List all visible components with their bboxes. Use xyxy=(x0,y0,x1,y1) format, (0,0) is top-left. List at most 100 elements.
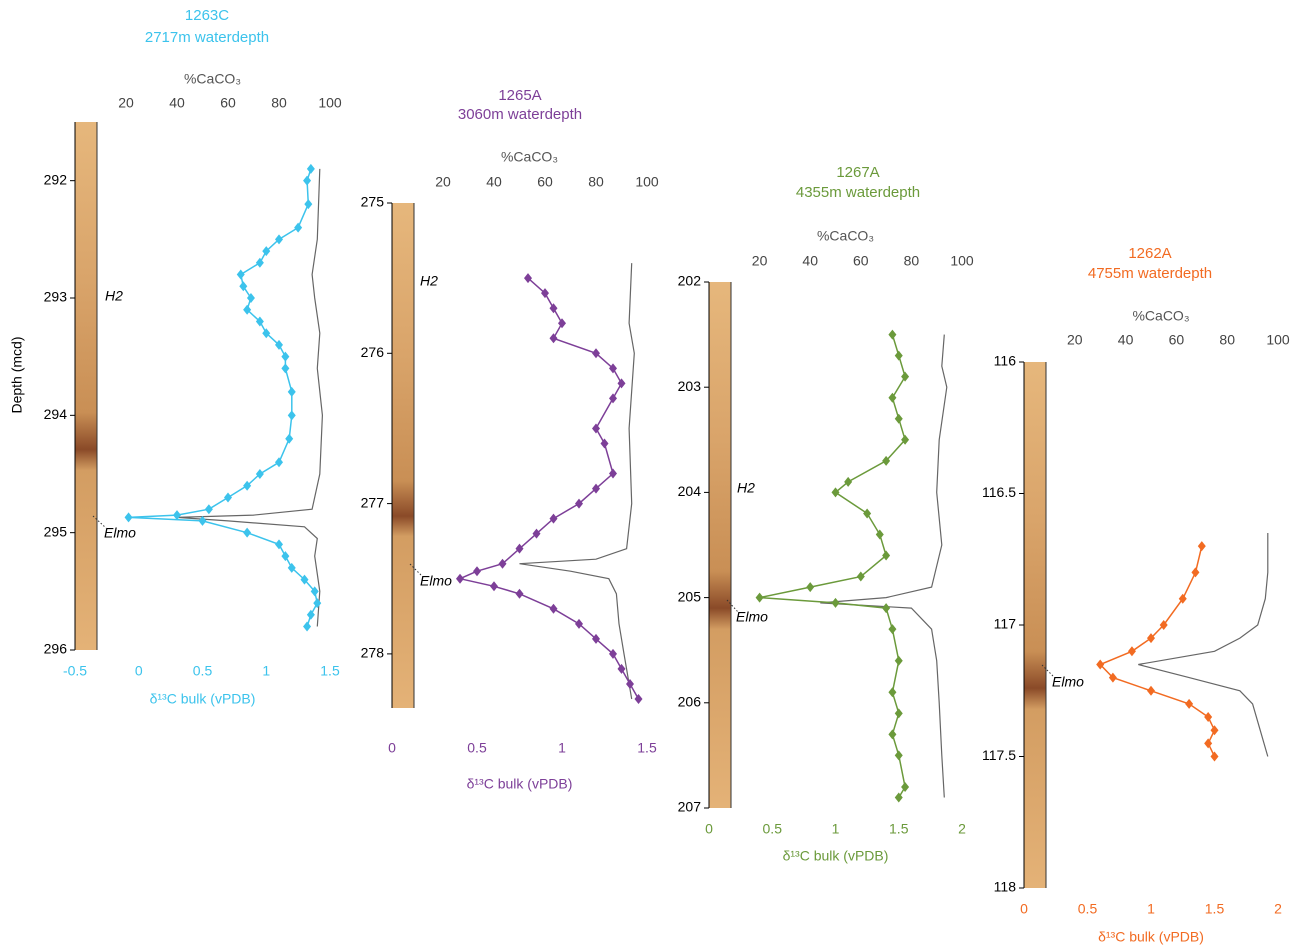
d13c-point xyxy=(549,603,558,614)
x-tick-label: 1.5 xyxy=(637,740,657,756)
y-axis-label: Depth (mcd) xyxy=(9,336,25,413)
d13c-point xyxy=(558,318,566,329)
d13c-point xyxy=(236,269,245,280)
d13c-point xyxy=(856,571,865,582)
d13c-point xyxy=(844,476,853,487)
d13c-point xyxy=(894,792,903,803)
annotation: H2 xyxy=(420,273,438,289)
x-tick-label: 0.5 xyxy=(193,663,213,679)
d13c-point xyxy=(609,468,617,479)
d13c-point xyxy=(549,303,558,314)
d13c-point xyxy=(287,562,296,573)
annotation-leader xyxy=(92,515,107,529)
x2-axis-label: %CaCO₃ xyxy=(501,149,558,165)
x-tick-label: 1 xyxy=(1147,901,1155,917)
d13c-point xyxy=(255,257,264,268)
x2-axis-label: %CaCO₃ xyxy=(1132,308,1189,324)
y-tick-label: 296 xyxy=(44,641,68,657)
d13c-point xyxy=(592,483,600,494)
d13c-point xyxy=(246,293,255,303)
annotation: Elmo xyxy=(420,573,452,589)
y-tick-label: 116 xyxy=(994,353,1017,369)
annotation-leader xyxy=(409,563,423,577)
y-tick-label: 293 xyxy=(44,289,68,305)
x2-tick-label: 40 xyxy=(802,253,818,269)
d13c-point xyxy=(863,508,872,519)
y-tick-label: 202 xyxy=(678,273,702,289)
annotation: H2 xyxy=(105,288,123,304)
d13c-point xyxy=(592,348,600,359)
y-tick-label: 204 xyxy=(678,483,702,499)
d13c-point xyxy=(515,543,524,554)
y-tick-label: 117.5 xyxy=(982,747,1016,763)
d13c-point xyxy=(275,457,283,468)
d13c-point xyxy=(592,633,600,644)
d13c-point xyxy=(532,528,541,539)
d13c-point xyxy=(255,469,264,479)
d13c-point xyxy=(894,413,903,424)
x2-tick-label: 40 xyxy=(486,174,502,190)
x-tick-label: 2 xyxy=(1274,901,1282,917)
d13c-point xyxy=(243,304,252,315)
d13c-line xyxy=(128,168,319,627)
d13c-point xyxy=(1147,685,1155,696)
panel-title: 1267A xyxy=(836,164,879,181)
y-tick-label: 207 xyxy=(678,799,702,815)
y-tick-label: 116.5 xyxy=(982,484,1016,500)
d13c-point xyxy=(901,371,910,382)
d13c-line xyxy=(759,334,906,798)
d13c-point xyxy=(541,288,549,299)
x-tick-label: 1.5 xyxy=(320,663,340,679)
y-tick-label: 275 xyxy=(361,194,385,210)
x2-tick-label: 20 xyxy=(1067,332,1083,348)
d13c-point xyxy=(275,339,283,350)
x-tick-label: 1 xyxy=(262,663,270,679)
d13c-point xyxy=(875,529,884,540)
y-tick-label: 206 xyxy=(678,694,702,710)
core-image xyxy=(709,282,731,808)
d13c-point xyxy=(1096,659,1105,670)
d13c-point xyxy=(894,655,903,666)
panel-title: 1265A xyxy=(498,87,541,104)
panel-subtitle: 2717m waterdepth xyxy=(145,29,269,46)
d13c-point xyxy=(894,350,903,361)
d13c-point xyxy=(1127,646,1136,657)
panel-subtitle: 3060m waterdepth xyxy=(458,106,582,123)
x2-tick-label: 100 xyxy=(635,174,659,190)
x-tick-label: 0 xyxy=(1020,901,1028,917)
d13c-point xyxy=(888,329,897,340)
d13c-point xyxy=(888,392,897,403)
d13c-point xyxy=(275,539,283,550)
y-tick-label: 294 xyxy=(44,406,68,422)
x2-tick-label: 20 xyxy=(118,95,134,111)
d13c-point xyxy=(901,781,910,792)
x-tick-label: 0 xyxy=(388,740,396,756)
d13c-point xyxy=(1197,541,1206,552)
x2-tick-label: 100 xyxy=(950,253,974,269)
annotation: Elmo xyxy=(104,525,136,541)
caco3-line xyxy=(176,168,324,627)
d13c-point xyxy=(888,687,897,698)
d13c-point xyxy=(1159,620,1168,630)
x-tick-label: 0.5 xyxy=(1078,901,1098,917)
d13c-point xyxy=(609,393,617,404)
d13c-point xyxy=(882,550,891,561)
annotation: H2 xyxy=(737,480,755,496)
x2-axis-label: %CaCO₃ xyxy=(184,71,241,87)
d13c-point xyxy=(262,328,271,339)
d13c-point xyxy=(888,729,897,740)
y-tick-label: 276 xyxy=(361,344,385,360)
d13c-point xyxy=(515,588,524,599)
x2-tick-label: 80 xyxy=(271,95,287,111)
d13c-point xyxy=(755,592,764,603)
d13c-point xyxy=(243,480,252,491)
d13c-point xyxy=(204,504,213,515)
annotation-leader xyxy=(726,599,739,613)
d13c-point xyxy=(626,678,634,689)
d13c-point xyxy=(473,566,481,577)
d13c-point xyxy=(243,527,252,538)
core-image xyxy=(1024,362,1046,888)
d13c-point xyxy=(287,386,296,397)
x2-tick-label: 80 xyxy=(588,174,604,190)
d13c-point xyxy=(306,163,315,174)
